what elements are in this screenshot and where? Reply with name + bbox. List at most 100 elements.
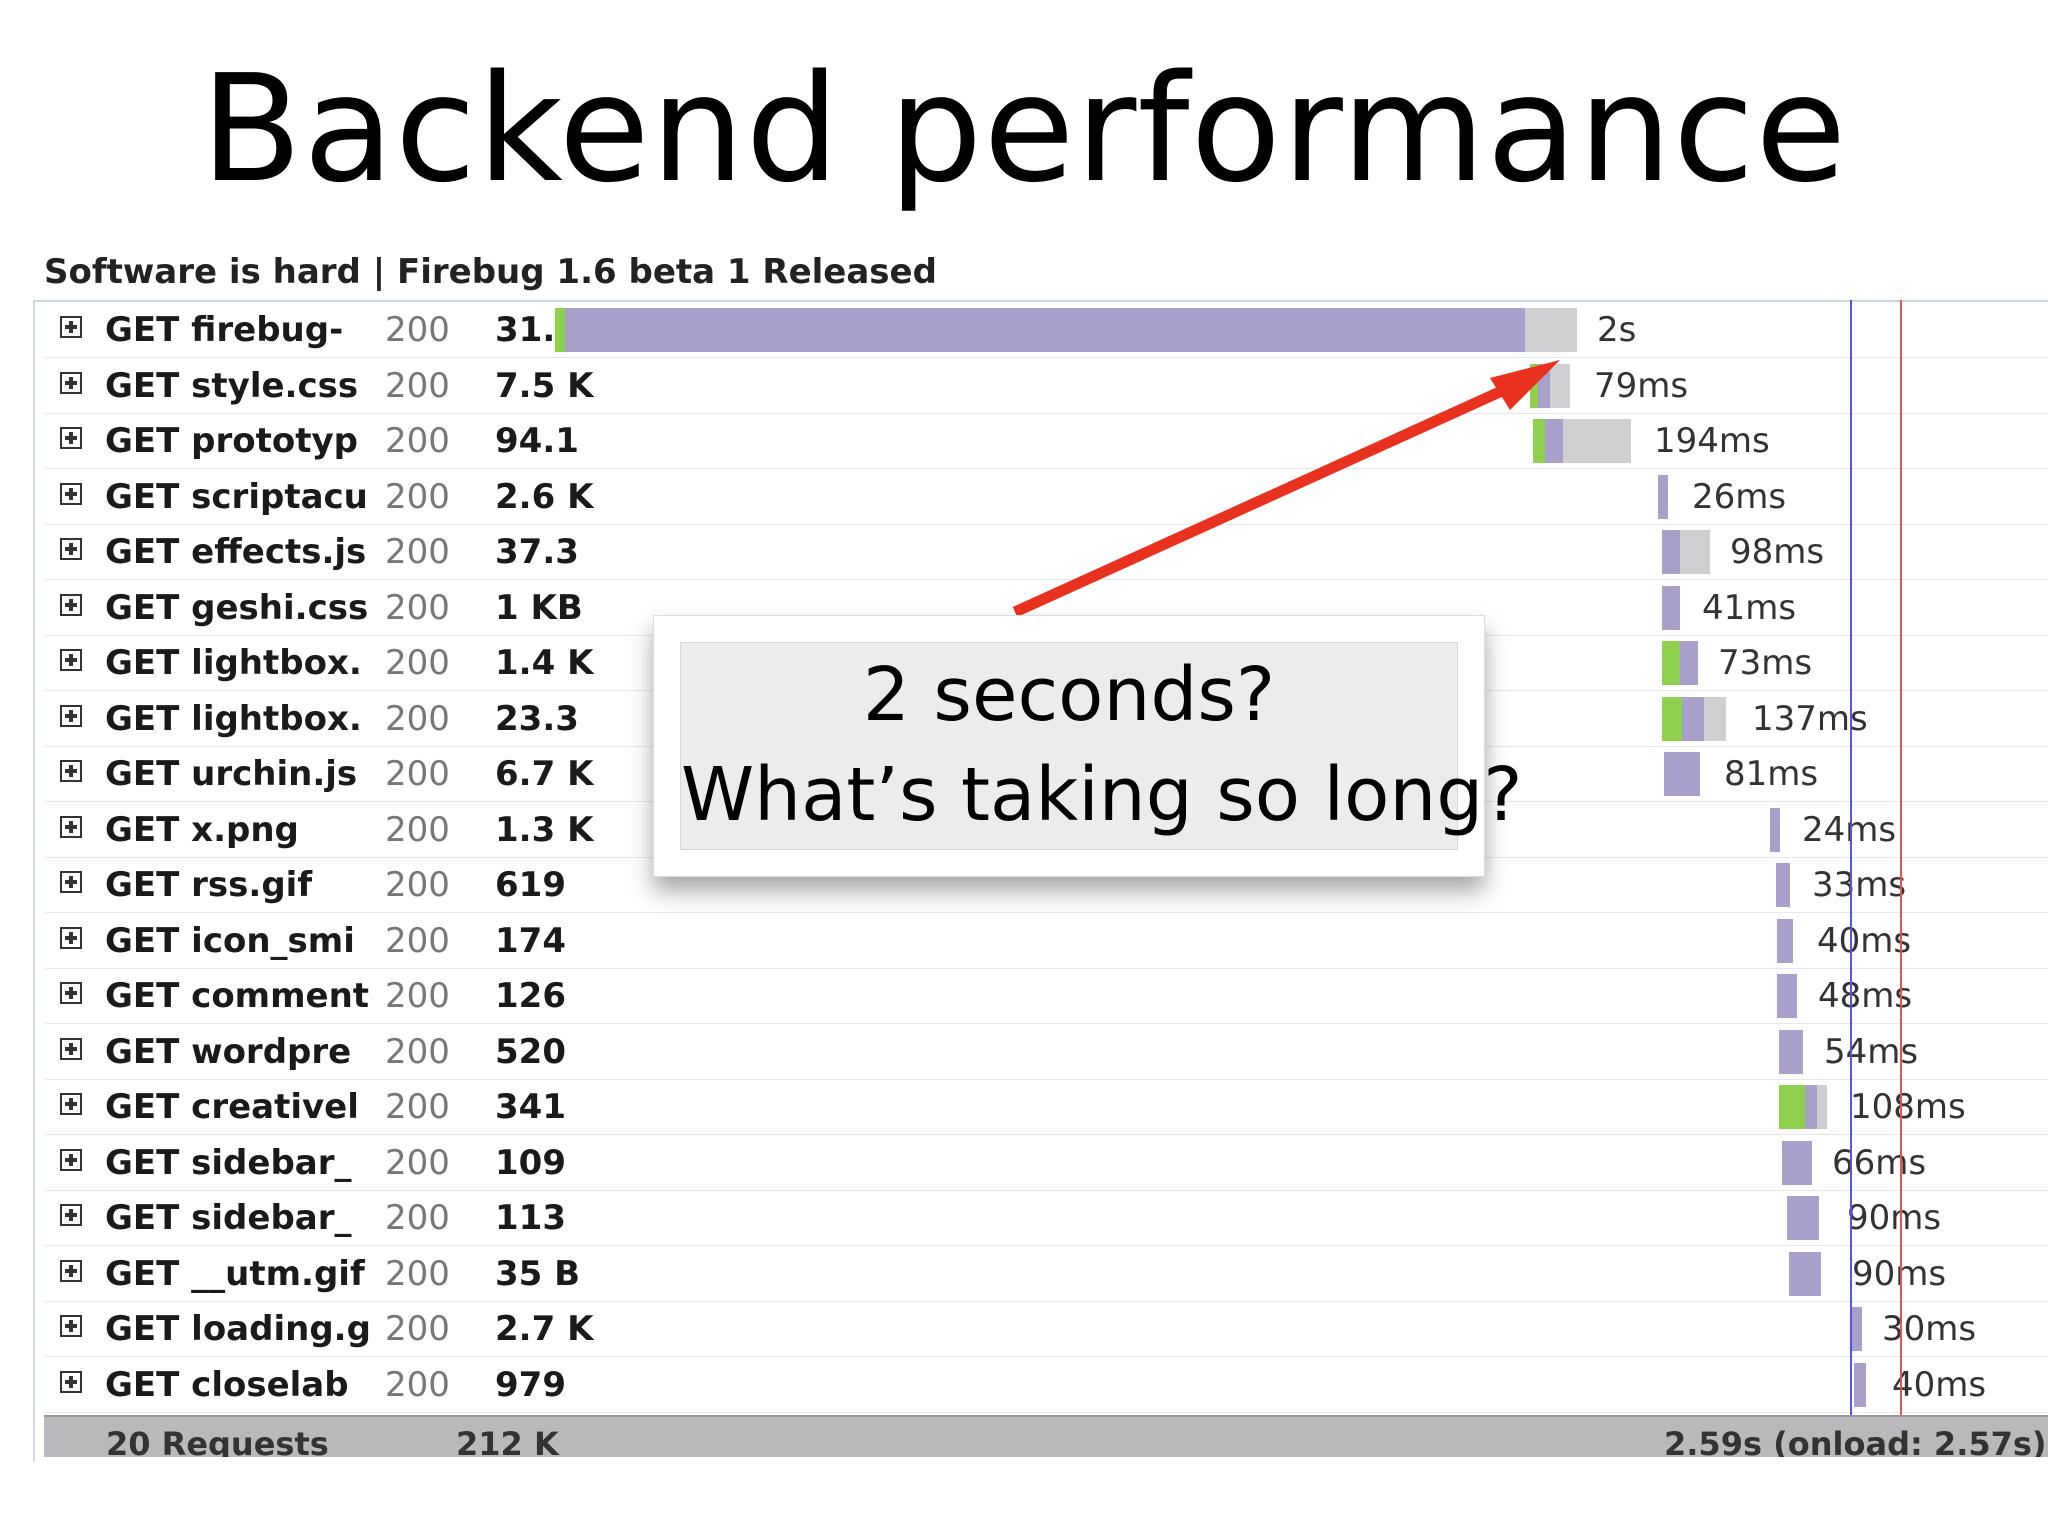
- request-size: 1 KB: [495, 587, 583, 628]
- expand-icon[interactable]: [60, 1093, 82, 1115]
- summary-footer: 20 Requests 212 K 2.59s (onload: 2.57s): [44, 1415, 2048, 1457]
- request-status: 200: [385, 365, 450, 406]
- request-row[interactable]: GET scriptacu 200 2.6 K 26ms: [45, 469, 2048, 525]
- request-status: 200: [385, 421, 450, 461]
- request-status: 200: [385, 920, 450, 961]
- expand-icon[interactable]: [60, 1037, 82, 1060]
- request-row[interactable]: GET loading.g 200 2.7 K 30ms: [45, 1301, 2048, 1357]
- timeline-receiving-segment: [1525, 308, 1577, 352]
- expand-icon[interactable]: [60, 1204, 82, 1226]
- timeline-waiting-segment: [1682, 696, 1704, 741]
- request-time: 24ms: [1802, 810, 1896, 850]
- request-time: 90ms: [1852, 1254, 1946, 1294]
- expand-icon[interactable]: [60, 815, 82, 838]
- request-row[interactable]: GET firebug- 200 31.2 2s: [45, 302, 2048, 358]
- request-time: 98ms: [1730, 532, 1825, 572]
- timeline-waiting-segment: [1789, 1251, 1821, 1296]
- request-row[interactable]: GET sidebar_ 200 113 90ms: [45, 1190, 2048, 1246]
- expand-icon[interactable]: [60, 1148, 82, 1171]
- expand-icon[interactable]: [60, 538, 82, 560]
- timeline-waiting-segment: [1538, 363, 1550, 408]
- expand-icon[interactable]: [60, 316, 82, 338]
- request-size: 619: [495, 865, 566, 905]
- request-time: 41ms: [1702, 587, 1797, 628]
- expand-icon[interactable]: [60, 593, 82, 616]
- request-size: 1.4 K: [495, 643, 594, 683]
- request-size: 520: [495, 1031, 566, 1072]
- timeline-bar: [1779, 1029, 1803, 1074]
- timeline-bar: [1662, 530, 1710, 574]
- request-url: GET closelab: [105, 1364, 349, 1405]
- request-size: 35 B: [495, 1253, 581, 1294]
- request-row[interactable]: GET closelab 200 979 40ms: [45, 1357, 2048, 1413]
- request-status: 200: [385, 1142, 450, 1183]
- onload-line: [1900, 300, 1902, 1415]
- request-url: GET lightbox.: [105, 698, 362, 739]
- request-size: 6.7 K: [495, 754, 594, 794]
- callout-box: 2 seconds? What’s taking so long?: [653, 615, 1523, 877]
- timeline-bar: [1777, 918, 1793, 963]
- request-status: 200: [385, 976, 450, 1016]
- request-size: 979: [495, 1364, 566, 1405]
- expand-icon[interactable]: [60, 1370, 82, 1393]
- callout-text: 2 seconds? What’s taking so long?: [680, 642, 1523, 850]
- request-row[interactable]: GET __utm.gif 200 35 B 90ms: [45, 1246, 2048, 1302]
- expand-icon[interactable]: [60, 1259, 82, 1282]
- request-row[interactable]: GET sidebar_ 200 109 66ms: [45, 1135, 2048, 1191]
- request-row[interactable]: GET style.css 200 7.5 K 79ms: [45, 358, 2048, 414]
- expand-icon[interactable]: [60, 760, 82, 782]
- timeline-bar: [1658, 474, 1668, 519]
- request-row[interactable]: GET lightbox. 200 1.4 K 73ms: [45, 635, 2048, 691]
- request-status: 200: [385, 1309, 450, 1349]
- request-time: 90ms: [1847, 1198, 1942, 1238]
- request-row[interactable]: GET x.png 200 1.3 K 24ms: [45, 802, 2048, 858]
- request-row[interactable]: GET rss.gif 200 619 33ms: [45, 857, 2048, 913]
- request-url: GET x.png: [105, 809, 299, 850]
- timeline-bar: [1664, 752, 1700, 796]
- timeline-bar: [1789, 1251, 1821, 1296]
- request-size: 174: [495, 920, 566, 961]
- timeline-bar: [1852, 1307, 1862, 1351]
- timeline-bar: [1782, 1140, 1812, 1185]
- request-status: 200: [385, 865, 450, 905]
- expand-icon[interactable]: [60, 649, 82, 671]
- expand-icon[interactable]: [60, 427, 82, 449]
- request-status: 200: [385, 754, 450, 794]
- timeline-bar: [1779, 1085, 1827, 1129]
- request-time: 108ms: [1850, 1087, 1966, 1127]
- request-url: GET comment: [105, 976, 370, 1016]
- request-time: 48ms: [1818, 976, 1913, 1016]
- timeline-receiving-segment: [1817, 1085, 1827, 1129]
- timeline-waiting-segment: [1854, 1362, 1866, 1407]
- request-url: GET effects.js: [105, 532, 367, 572]
- expand-icon[interactable]: [60, 482, 82, 505]
- request-time: 40ms: [1817, 920, 1912, 961]
- request-row[interactable]: GET wordpre 200 520 54ms: [45, 1024, 2048, 1080]
- request-status: 200: [385, 1031, 450, 1072]
- request-row[interactable]: GET effects.js 200 37.3 98ms: [45, 524, 2048, 580]
- request-size: 2.6 K: [495, 476, 594, 517]
- callout-line-2: What’s taking so long?: [681, 752, 1523, 838]
- timeline-bar: [1777, 974, 1797, 1018]
- expand-icon[interactable]: [60, 982, 82, 1004]
- timeline-waiting-segment: [1779, 1029, 1803, 1074]
- request-time: 26ms: [1692, 476, 1787, 517]
- request-time: 137ms: [1752, 698, 1868, 739]
- expand-icon[interactable]: [60, 1315, 82, 1337]
- expand-icon[interactable]: [60, 871, 82, 893]
- request-row[interactable]: GET prototyp 200 94.1 194ms: [45, 413, 2048, 469]
- timeline-waiting-segment: [1805, 1085, 1817, 1129]
- expand-icon[interactable]: [60, 704, 82, 727]
- request-row[interactable]: GET comment 200 126 48ms: [45, 968, 2048, 1024]
- expand-icon[interactable]: [60, 371, 82, 394]
- timeline-bar: [1662, 696, 1726, 741]
- request-size: 113: [495, 1198, 566, 1238]
- request-row[interactable]: GET icon_smi 200 174 40ms: [45, 913, 2048, 969]
- expand-icon[interactable]: [60, 926, 82, 949]
- request-row[interactable]: GET creativel 200 341 108ms: [45, 1079, 2048, 1135]
- request-size: 23.3: [495, 698, 579, 739]
- timeline-connecting-segment: [1779, 1085, 1805, 1129]
- request-url: GET sidebar_: [105, 1198, 352, 1238]
- request-count: 20 Requests: [106, 1425, 329, 1457]
- request-url: GET __utm.gif: [105, 1253, 365, 1294]
